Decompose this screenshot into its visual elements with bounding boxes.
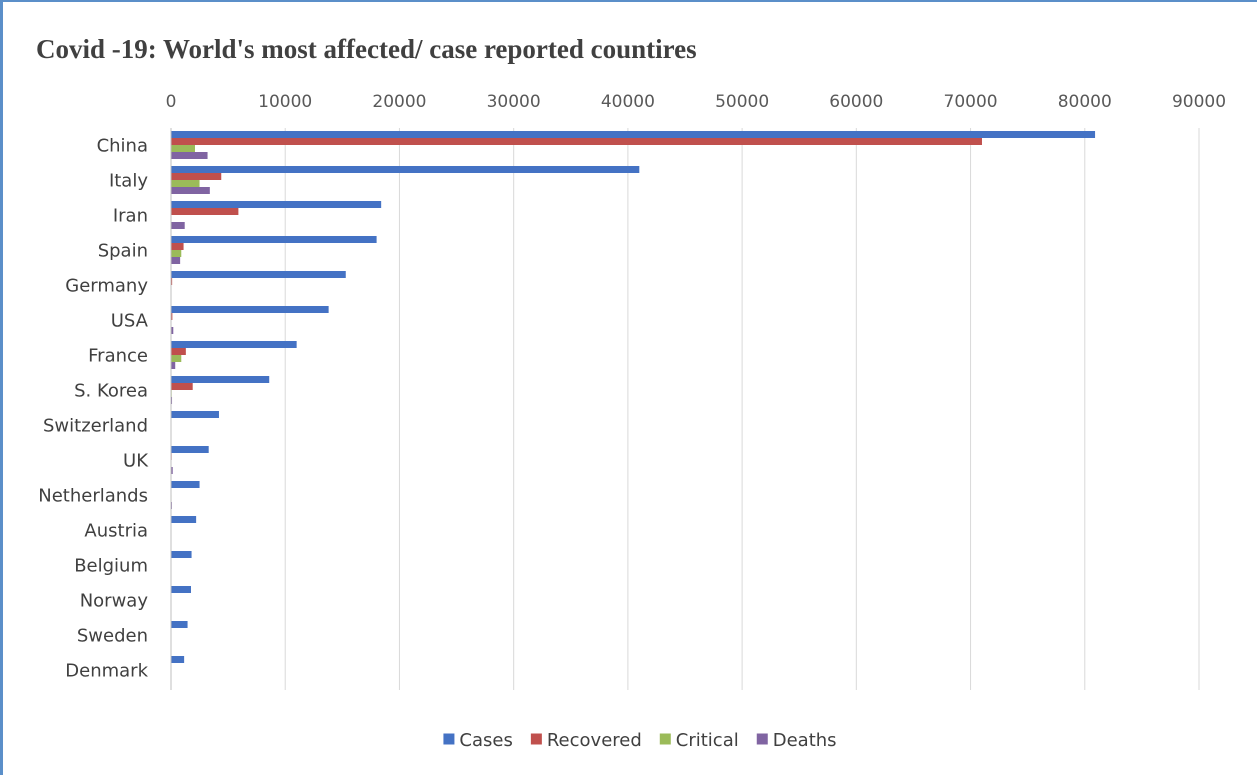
bar-recovered (171, 313, 173, 320)
category-label: Spain (98, 241, 148, 262)
bar-cases (171, 236, 377, 243)
bar-cases (171, 586, 191, 593)
category-label: Switzerland (43, 416, 148, 437)
category-labels: China Italy Iran Spain Germany USA France S. Ko… (38, 136, 149, 682)
bar-recovered (171, 243, 184, 250)
legend-swatch (756, 733, 768, 745)
legend-swatch (443, 733, 455, 745)
bar-cases (171, 201, 382, 208)
bar-recovered (171, 173, 222, 180)
bar-recovered (171, 138, 982, 145)
bar-deaths (171, 222, 185, 229)
legend-label: Cases (459, 730, 512, 751)
bars (171, 131, 1096, 684)
bar-recovered (171, 208, 239, 215)
bar-deaths (171, 362, 176, 369)
category-label: Norway (80, 591, 149, 612)
bar-cases (171, 376, 270, 383)
legend-label: Critical (676, 730, 739, 751)
category-label: China (97, 136, 148, 157)
bar-cases (171, 516, 197, 523)
bar-cases (171, 551, 192, 558)
bar-cases (171, 656, 185, 663)
bar-deaths (171, 467, 173, 474)
category-label: USA (111, 311, 149, 332)
x-tick-label: 80000 (1058, 92, 1112, 112)
x-tick-label: 60000 (829, 92, 883, 112)
category-label: Denmark (65, 661, 148, 682)
legend-swatch (659, 733, 671, 745)
bar-deaths (171, 152, 208, 159)
gridlines (284, 128, 1200, 690)
chart-title: Covid -19: World's most affected/ case r… (36, 34, 697, 64)
x-axis-ticks: 0 10000 20000 30000 40000 50000 60000 70000 8000… (166, 92, 1226, 112)
category-label: Belgium (74, 556, 148, 577)
x-tick-label: 50000 (715, 92, 769, 112)
bar-recovered (171, 383, 193, 390)
bar-cases (171, 131, 1096, 138)
category-label: Iran (113, 206, 148, 227)
category-label: Italy (109, 171, 148, 192)
category-label: S. Korea (74, 381, 148, 402)
bar-cases (171, 481, 200, 488)
bar-critical (171, 355, 182, 362)
bar-critical (171, 180, 200, 187)
legend-label: Recovered (547, 730, 642, 751)
category-label: Sweden (77, 626, 148, 647)
x-tick-label: 0 (166, 92, 177, 112)
category-label: Netherlands (38, 486, 148, 507)
x-tick-label: 90000 (1172, 92, 1226, 112)
x-tick-label: 10000 (258, 92, 312, 112)
x-tick-label: 30000 (487, 92, 541, 112)
category-label: Austria (84, 521, 148, 542)
bar-recovered (171, 278, 173, 285)
x-tick-label: 20000 (372, 92, 426, 112)
bar-cases (171, 166, 640, 173)
category-label: Germany (65, 276, 148, 297)
bar-cases (171, 411, 219, 418)
bar-critical (171, 145, 195, 152)
category-label: France (88, 346, 148, 367)
bar-cases (171, 446, 209, 453)
x-tick-label: 40000 (601, 92, 655, 112)
legend-label: Deaths (773, 730, 837, 751)
legend: Cases Recovered Critical Deaths (443, 730, 837, 751)
x-tick-label: 70000 (944, 92, 998, 112)
bar-cases (171, 306, 329, 313)
bar-cases (171, 271, 346, 278)
bar-critical (171, 250, 182, 257)
bar-cases (171, 621, 188, 628)
category-label: UK (123, 451, 149, 472)
legend-swatch (530, 733, 542, 745)
bar-deaths (171, 327, 174, 334)
bar-deaths (171, 187, 210, 194)
bar-cases (171, 341, 297, 348)
bar-deaths (171, 397, 173, 404)
bar-deaths (171, 257, 181, 264)
bar-recovered (171, 348, 186, 355)
